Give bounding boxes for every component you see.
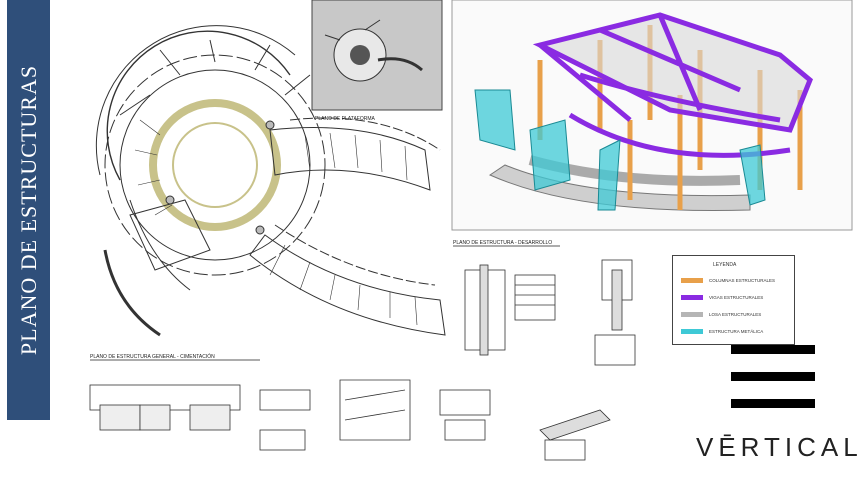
menu-bar [731, 345, 815, 354]
drawing-sheet: PLANO DE ESTRUCTURA GENERAL - CIMENTACIÓ… [60, 0, 860, 482]
legend-item: ESTRUCTURA METÁLICA [681, 327, 763, 335]
development-plan-label: PLANO DE ESTRUCTURA - DESARROLLO [453, 240, 552, 246]
general-plan-label: PLANO DE ESTRUCTURA GENERAL - CIMENTACIÓ… [90, 353, 215, 360]
legend-label: VIGAS ESTRUCTURALES [709, 294, 764, 300]
thumbnail-plan [311, 0, 443, 111]
legend-swatch [681, 328, 703, 334]
legend-label: ESTRUCTURA METÁLICA [709, 328, 764, 334]
title-banner: PLANO DE ESTRUCTURAS [7, 0, 50, 420]
foundation-sections [89, 379, 611, 461]
blueprint-drawing: PLANO DE ESTRUCTURA GENERAL - CIMENTACIÓ… [89, 0, 853, 461]
legend-item: LOSA ESTRUCTURALES [681, 310, 761, 318]
brand-logo: VĒRTICAL [696, 432, 860, 462]
legend-label: LOSA ESTRUCTURALES [709, 311, 762, 317]
legend-box: LEYENDA COLUMNAS ESTRUCTURALES VIGAS EST… [672, 255, 795, 345]
legend-item: COLUMNAS ESTRUCTURALES [681, 276, 775, 284]
legend-swatch [681, 311, 703, 317]
legend-item: VIGAS ESTRUCTURALES [681, 293, 763, 301]
menu-bar [731, 372, 815, 381]
structure-3d-render [451, 0, 853, 231]
legend-swatch [681, 277, 703, 283]
legend-label: COLUMNAS ESTRUCTURALES [709, 277, 776, 283]
banner-title: PLANO DE ESTRUCTURAS [15, 64, 41, 356]
legend-swatch [681, 294, 703, 300]
development-details [464, 259, 636, 366]
legend-title: LEYENDA [713, 262, 737, 268]
menu-bar [731, 399, 815, 408]
floor-plan [95, 25, 446, 337]
platform-plan-label: PLANO DE PLATAFORMA [315, 116, 375, 122]
hamburger-menu-icon[interactable] [731, 345, 815, 426]
